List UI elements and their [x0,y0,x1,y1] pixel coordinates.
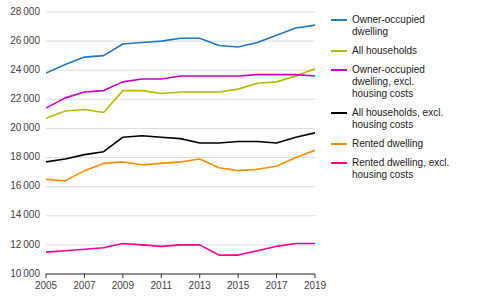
y-tick-label: 28 000 [10,6,40,17]
y-tick-label: 20 000 [10,122,40,133]
x-tick-label: 2005 [35,280,58,291]
y-axis: 10 000 12 000 14 000 16 000 18 000 20 000 22 0… [10,6,315,279]
legend-label-line: All households, excl. [352,107,443,118]
x-tick [122,274,123,278]
legend-swatch [331,143,347,145]
x-tick [161,274,162,278]
legend: Owner-occupieddwellingAll householdsOwne… [331,14,449,180]
y-tick-label: 24 000 [10,64,40,75]
x-tick [276,274,277,278]
grid-line [46,99,315,100]
series-line [46,243,315,255]
grid-line [46,157,315,158]
legend-label: Rented dwelling [352,138,423,149]
grid-line [46,41,315,42]
x-tick [315,274,316,278]
y-tick-label: 10 000 [10,268,40,279]
legend-swatch [331,69,347,71]
legend-label: All households, excl.housing costs [352,107,443,130]
legend-swatch [331,112,347,114]
legend-swatch [331,19,347,21]
grid-line [46,128,315,129]
x-tick [46,274,47,278]
legend-label-line: Rented dwelling [352,138,423,149]
legend-label-line: Owner-occupied [352,64,425,75]
x-tick-label: 2017 [265,280,288,291]
y-tick-label: 14 000 [10,209,40,220]
x-tick-label: 2013 [189,280,212,291]
grid-line [46,12,315,13]
legend-label-line: Rented dwelling, excl. [352,157,449,168]
legend-label-line: Owner-occupied [352,14,425,25]
legend-item: Rented dwelling, excl.housing costs [331,157,449,180]
x-tick-label: 2009 [112,280,135,291]
legend-label: Owner-occupieddwelling [352,14,425,37]
x-tick [238,274,239,278]
legend-label: Rented dwelling, excl.housing costs [352,157,449,180]
series-line [46,150,315,181]
legend-item: All households [331,45,417,56]
x-axis: 2005 2007 2009 2011 2013 2015 2017 2019 [35,274,327,291]
y-tick-label: 18 000 [10,151,40,162]
legend-item: All households, excl.housing costs [331,107,443,130]
legend-label-line: housing costs [352,169,413,180]
y-tick-label: 12 000 [10,239,40,250]
series-line [46,75,315,108]
chart: 10 000 12 000 14 000 16 000 18 000 20 000 22 0… [0,0,491,298]
x-axis-line [46,274,315,275]
legend-label-line: All households [352,45,417,56]
legend-item: Owner-occupieddwelling, excl.housing cos… [331,64,425,99]
legend-label-line: dwelling, excl. [352,76,414,87]
grid-line [46,186,315,187]
x-tick-label: 2015 [227,280,250,291]
legend-swatch [331,50,347,52]
grid-line [46,215,315,216]
y-tick-label: 22 000 [10,93,40,104]
series-line [46,25,315,73]
legend-label-line: housing costs [352,88,413,99]
legend-swatch [331,162,347,164]
legend-label: Owner-occupieddwelling, excl.housing cos… [352,64,425,99]
legend-label-line: dwelling [352,26,388,37]
x-tick-label: 2019 [304,280,327,291]
plot-area [46,25,315,255]
series-line [46,133,315,162]
legend-item: Owner-occupieddwelling [331,14,425,37]
legend-label-line: housing costs [352,119,413,130]
x-tick [84,274,85,278]
grid-line [46,70,315,71]
legend-item: Rented dwelling [331,138,423,149]
x-tick-label: 2007 [73,280,96,291]
legend-label: All households [352,45,417,56]
x-tick-label: 2011 [151,280,173,291]
y-tick-label: 16 000 [10,180,40,191]
y-tick-label: 26 000 [10,35,40,46]
grid-line [46,274,315,275]
series-line [46,69,315,118]
x-tick [199,274,200,278]
